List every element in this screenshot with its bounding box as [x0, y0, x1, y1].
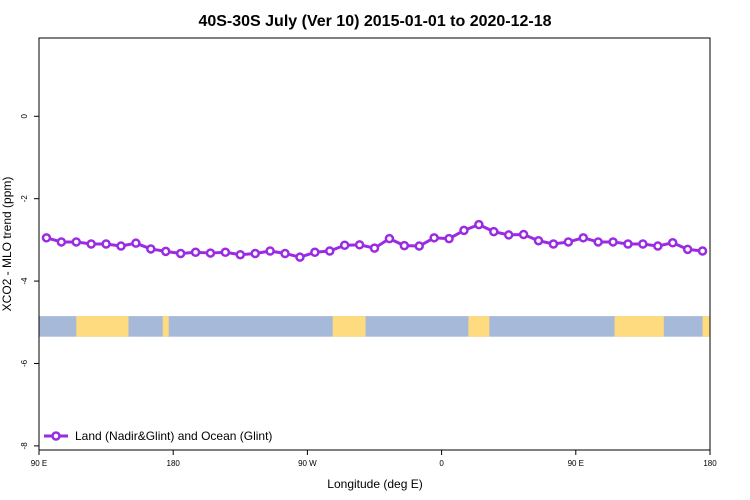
x-axis-label: Longitude (deg E) — [327, 477, 422, 491]
legend-label: Land (Nadir&Glint) and Ocean (Glint) — [75, 429, 272, 443]
data-point — [220, 247, 231, 257]
data-point — [638, 239, 648, 249]
data-point — [101, 239, 111, 249]
data-point — [682, 244, 693, 255]
x-tick-label: 90 E — [31, 459, 47, 468]
data-point — [86, 239, 96, 249]
data-point — [518, 229, 529, 240]
data-point — [190, 247, 201, 257]
data-point — [71, 237, 82, 247]
data-point — [697, 246, 708, 256]
data-point — [533, 235, 544, 246]
data-point — [593, 237, 603, 247]
data-point — [295, 252, 305, 262]
x-axis: 90 E 180 90 W 0 90 E 180 — [31, 450, 717, 468]
ocean-band — [39, 316, 710, 337]
data-point — [384, 233, 395, 244]
data-point — [653, 241, 663, 251]
data-point — [608, 237, 618, 247]
land-segment — [76, 316, 129, 337]
data-point — [474, 219, 484, 230]
data-point — [160, 246, 171, 257]
x-tick-label: 0 — [439, 459, 444, 468]
data-point — [235, 249, 246, 260]
y-tick-label: 0 — [20, 114, 29, 119]
data-point — [548, 239, 559, 249]
data-point — [280, 248, 290, 259]
x-tick-label: 90 E — [568, 459, 584, 468]
data-point — [116, 241, 126, 251]
data-point — [354, 240, 365, 250]
data-point — [563, 237, 574, 247]
data-point — [429, 233, 439, 243]
data-point — [146, 244, 156, 254]
data-point — [339, 240, 350, 250]
x-tick-label: 180 — [703, 459, 717, 468]
land-segment — [614, 316, 664, 337]
data-point — [265, 246, 275, 256]
plot-frame — [38, 37, 711, 451]
data-point — [205, 248, 216, 258]
data-point — [310, 247, 320, 257]
y-tick-label: -4 — [20, 277, 29, 285]
data-point — [250, 248, 260, 259]
data-point — [667, 238, 678, 248]
legend-marker-swatch — [51, 431, 61, 441]
data-point — [41, 233, 52, 243]
y-axis-label: XCO2 - MLO trend (ppm) — [0, 177, 14, 312]
data-point — [459, 225, 469, 236]
land-segment — [702, 316, 710, 337]
data-point — [578, 233, 589, 243]
data-point — [489, 226, 499, 237]
data-point — [623, 239, 633, 249]
legend: Land (Nadir&Glint) and Ocean (Glint) — [44, 429, 272, 443]
series-layer — [41, 219, 708, 262]
land-segment — [162, 316, 169, 337]
y-tick-label: -2 — [20, 195, 29, 203]
data-point — [56, 237, 67, 247]
data-point — [369, 243, 380, 253]
data-point — [325, 246, 335, 256]
y-axis: 0 -2 -4 -6 -8 — [20, 114, 39, 450]
x-tick-label: 180 — [167, 459, 181, 468]
map-band — [39, 316, 710, 337]
x-tick-label: 90 W — [298, 459, 317, 468]
data-point — [399, 240, 410, 251]
data-point — [444, 233, 454, 244]
data-point — [131, 238, 141, 248]
land-segment — [332, 316, 366, 337]
data-point — [414, 241, 424, 251]
land-segment — [468, 316, 490, 337]
chart-title: 40S-30S July (Ver 10) 2015-01-01 to 2020… — [198, 13, 551, 30]
data-point — [175, 248, 186, 259]
y-tick-label: -8 — [20, 442, 29, 450]
data-point — [503, 230, 514, 240]
y-tick-label: -6 — [20, 359, 29, 367]
